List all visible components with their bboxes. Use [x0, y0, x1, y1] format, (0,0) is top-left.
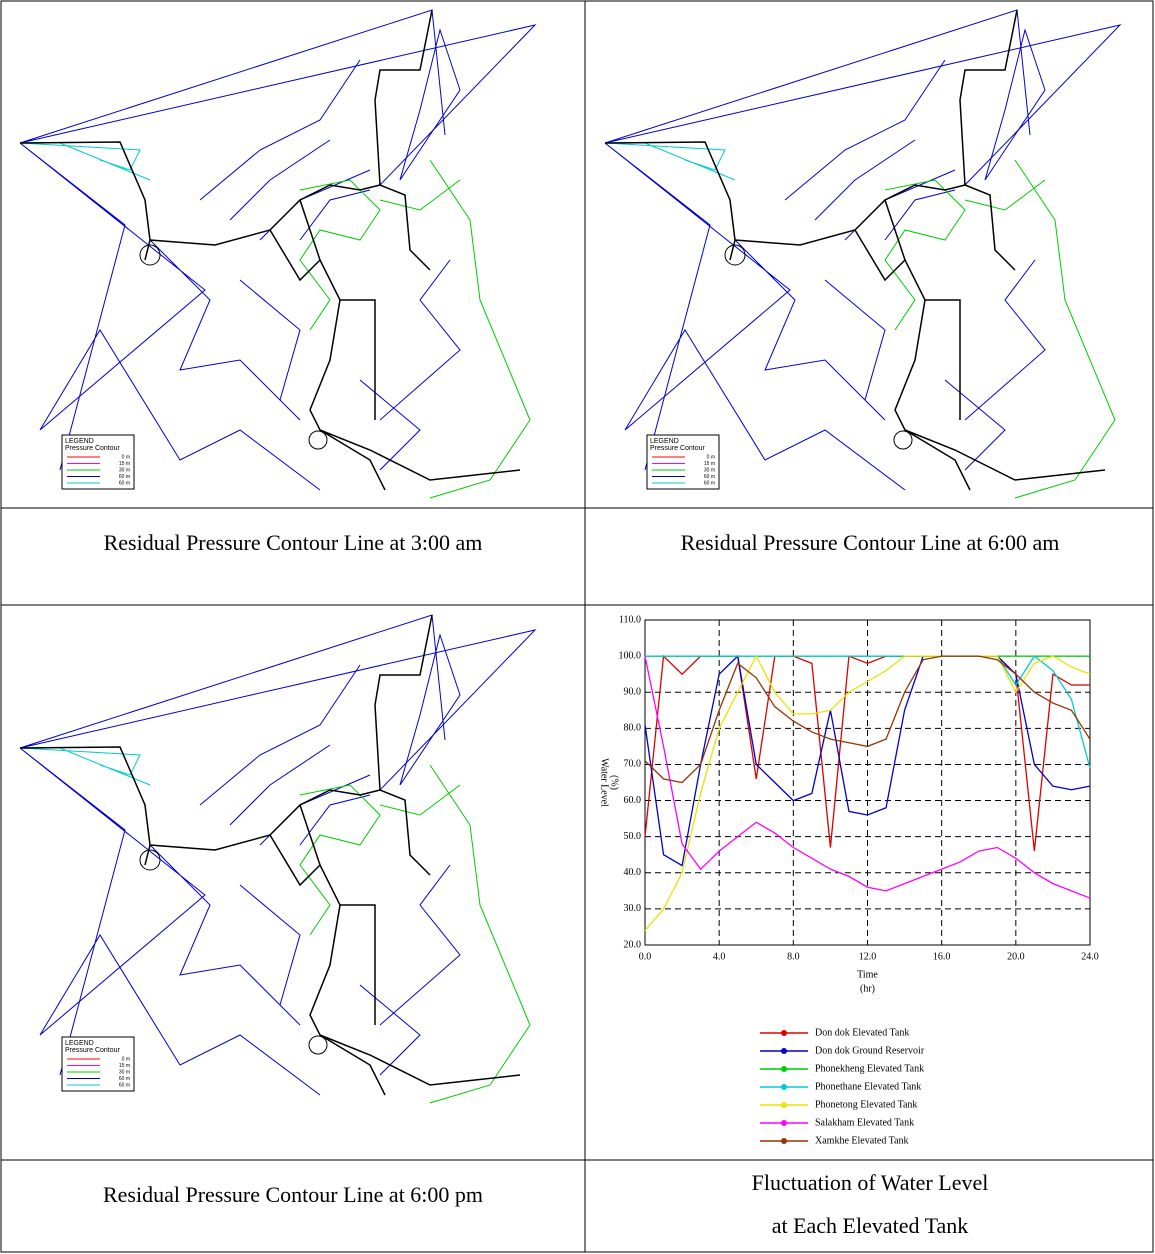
y-tick-label: 110.0 — [619, 614, 641, 625]
map-legend-label: 60 m — [119, 480, 130, 486]
contour-map — [20, 615, 535, 1103]
map-legend-label: 15 m — [119, 461, 130, 467]
map-legend-subtitle: Pressure Contour — [65, 1047, 121, 1054]
caption: Fluctuation of Water Level — [752, 1170, 989, 1195]
legend-label: Phonetong Elevated Tank — [815, 1099, 917, 1110]
x-axis-label: (hr) — [860, 983, 875, 994]
figure-table: Residual Pressure Contour Line at 3:00 a… — [0, 0, 1155, 1254]
legend-marker — [781, 1138, 787, 1144]
x-tick-label: 16.0 — [933, 951, 951, 962]
y-tick-label: 100.0 — [619, 650, 642, 661]
y-axis-label: Water Level — [599, 758, 610, 807]
map-legend-label: 60 m — [704, 474, 715, 480]
table-border — [1, 1, 1153, 1252]
legend-marker — [781, 1066, 787, 1072]
caption: Residual Pressure Contour Line at 3:00 a… — [104, 530, 483, 555]
page: Residual Pressure Contour Line at 3:00 a… — [0, 0, 1155, 1254]
legend-label: Salakham Elevated Tank — [815, 1117, 914, 1128]
y-tick-label: 60.0 — [624, 795, 642, 806]
y-tick-label: 30.0 — [624, 903, 642, 914]
x-tick-label: 12.0 — [859, 951, 877, 962]
contour-map — [605, 10, 1120, 498]
x-tick-label: 20.0 — [1007, 951, 1025, 962]
map-legend-label: 30 m — [119, 467, 130, 473]
map-legend-label: 0 m — [122, 454, 130, 460]
legend-label: Don dok Elevated Tank — [815, 1027, 909, 1038]
x-tick-label: 24.0 — [1081, 951, 1099, 962]
map-legend-label: 0 m — [707, 454, 715, 460]
legend-label: Phonekheng Elevated Tank — [815, 1063, 924, 1074]
map-legend-subtitle: Pressure Contour — [650, 445, 706, 452]
map-legend-label: 30 m — [704, 467, 715, 473]
legend-label: Xamkhe Elevated Tank — [815, 1135, 909, 1146]
map-legend-label: 60 m — [119, 1082, 130, 1088]
map-legend-title: LEGEND — [65, 1040, 94, 1047]
caption: at Each Elevated Tank — [772, 1213, 969, 1238]
legend-marker — [781, 1048, 787, 1054]
caption: Residual Pressure Contour Line at 6:00 p… — [103, 1182, 483, 1207]
y-tick-label: 90.0 — [624, 687, 642, 698]
legend-marker — [781, 1030, 787, 1036]
y-tick-label: 80.0 — [624, 723, 642, 734]
map-legend-label: 60 m — [119, 1076, 130, 1082]
map-legend-label: 15 m — [119, 1063, 130, 1069]
x-axis-label: Time — [857, 969, 878, 980]
map-legend-title: LEGEND — [650, 438, 679, 445]
y-tick-label: 70.0 — [624, 759, 642, 770]
y-tick-label: 40.0 — [624, 867, 642, 878]
map-legend-label: 60 m — [704, 480, 715, 486]
caption: Residual Pressure Contour Line at 6:00 a… — [681, 530, 1060, 555]
legend-marker — [781, 1084, 787, 1090]
map-legend-label: 30 m — [119, 1069, 130, 1075]
map-legend-label: 15 m — [704, 461, 715, 467]
legend-label: Don dok Ground Reservoir — [815, 1045, 925, 1056]
x-tick-label: 0.0 — [639, 951, 652, 962]
y-tick-label: 20.0 — [624, 939, 642, 950]
legend-marker — [781, 1120, 787, 1126]
legend-label: Phonethane Elevated Tank — [815, 1081, 921, 1092]
x-tick-label: 4.0 — [713, 951, 726, 962]
legend-marker — [781, 1102, 787, 1108]
contour-map — [20, 10, 535, 498]
map-legend-title: LEGEND — [65, 438, 94, 445]
y-axis-label: (%) — [609, 775, 620, 790]
y-tick-label: 50.0 — [624, 831, 642, 842]
map-legend-subtitle: Pressure Contour — [65, 445, 121, 452]
map-legend-label: 60 m — [119, 474, 130, 480]
map-legend-label: 0 m — [122, 1056, 130, 1062]
x-tick-label: 8.0 — [787, 951, 800, 962]
